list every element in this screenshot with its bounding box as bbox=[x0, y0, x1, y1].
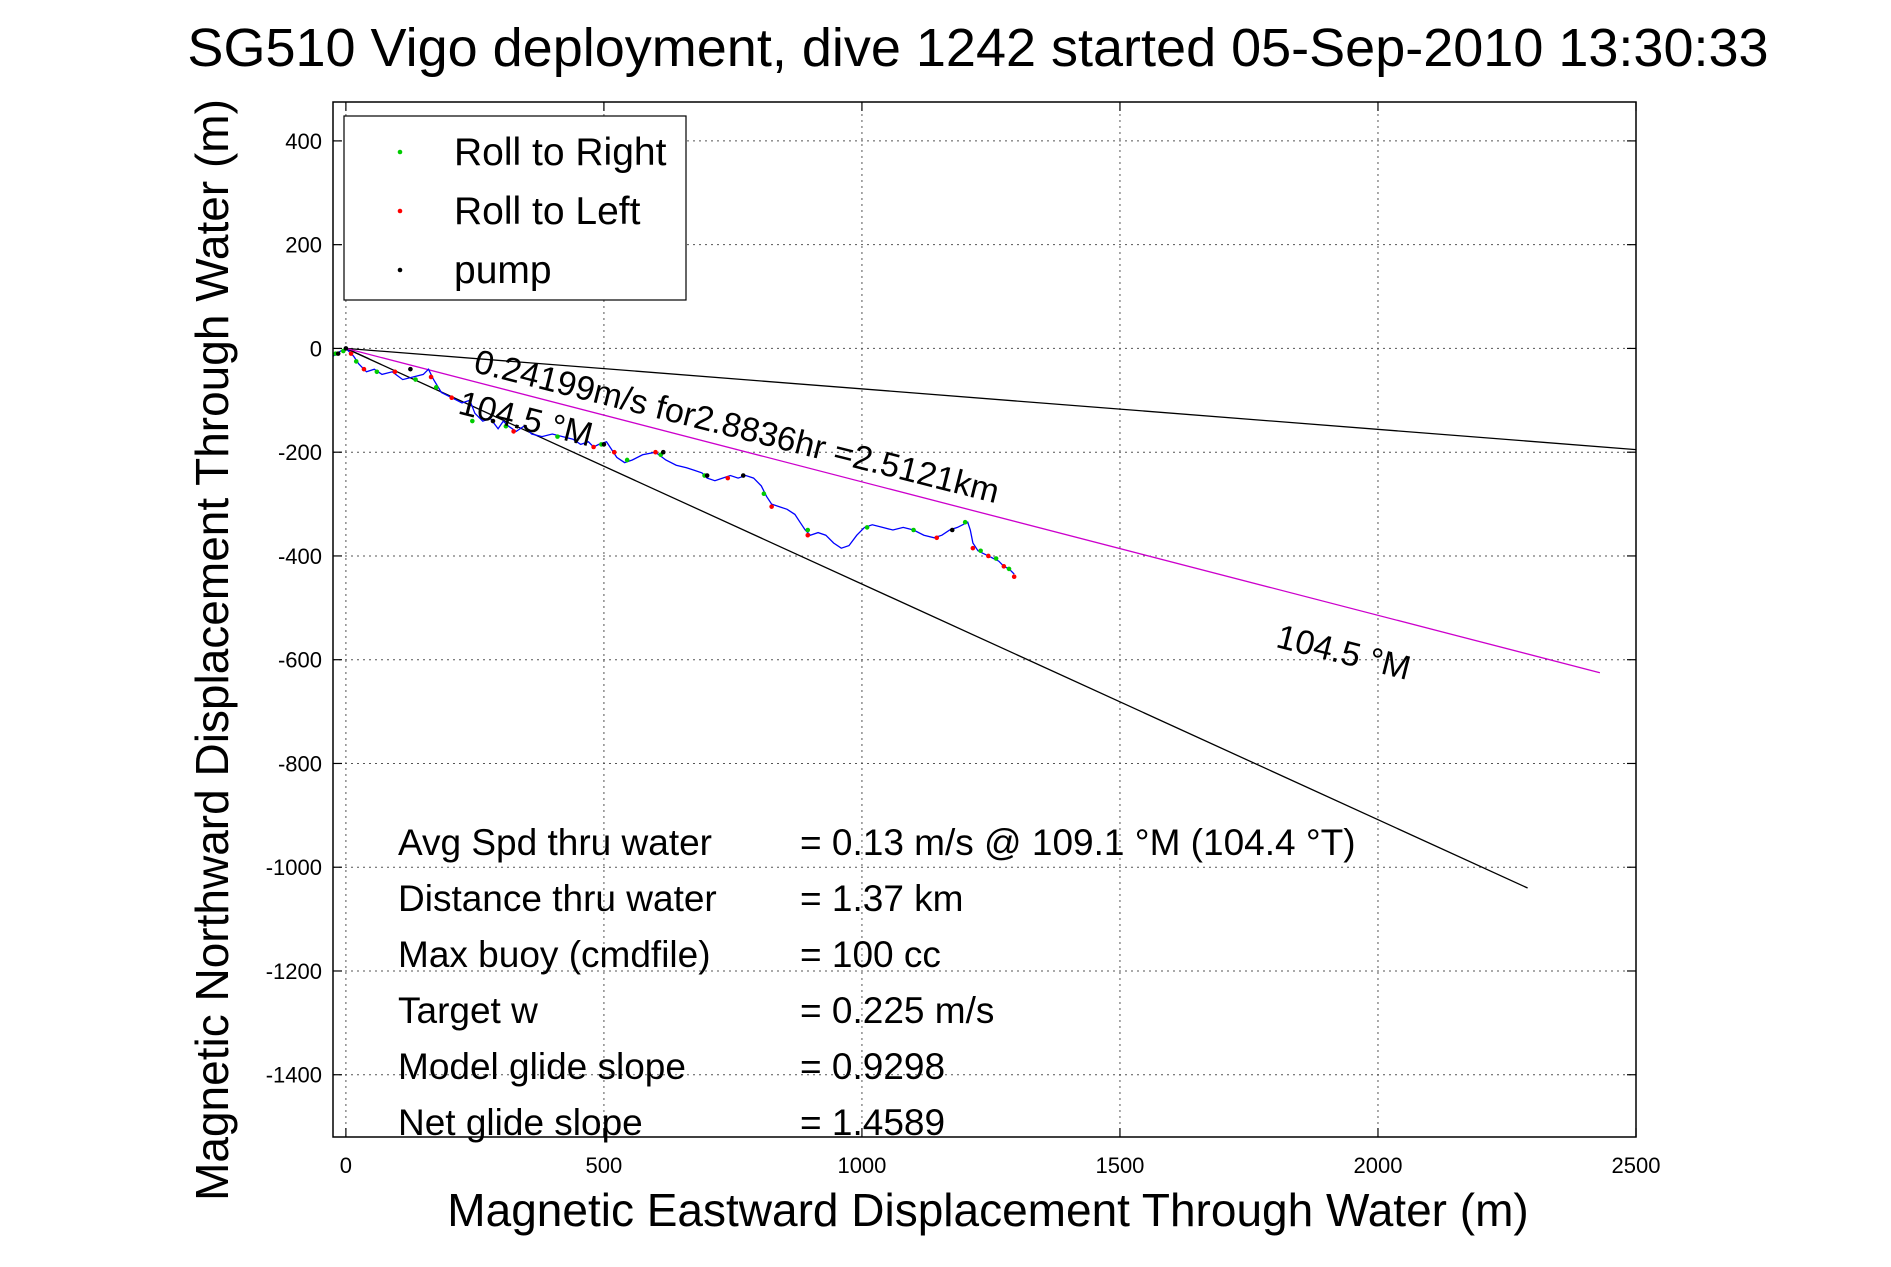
stat-label: Distance thru water bbox=[398, 878, 717, 919]
legend: Roll to Right Roll to Left pump bbox=[343, 115, 687, 301]
legend-marker bbox=[397, 208, 403, 214]
roll-right-point bbox=[470, 418, 475, 424]
reference-line bbox=[345, 347, 1637, 451]
stat-label: Target w bbox=[398, 990, 538, 1031]
x-tick-label: 1000 bbox=[837, 1153, 886, 1178]
roll-right-point bbox=[993, 556, 999, 561]
stat-value: = 0.13 m/s @ 109.1 °M (104.4 °T) bbox=[800, 822, 1356, 863]
roll-right-point bbox=[433, 385, 439, 390]
stat-label: Model glide slope bbox=[398, 1046, 686, 1087]
roll-left-point bbox=[392, 369, 398, 375]
pump-point bbox=[490, 418, 496, 424]
reference-lines bbox=[345, 347, 1637, 889]
roll-right-point bbox=[864, 525, 870, 530]
stat-label: Avg Spd thru water bbox=[398, 822, 712, 863]
stat-value: = 100 cc bbox=[800, 934, 941, 975]
roll-left-point bbox=[511, 429, 516, 434]
roll-right-point bbox=[624, 457, 630, 463]
roll-left-point bbox=[970, 545, 976, 551]
pump-point bbox=[740, 473, 746, 478]
roll-left-point bbox=[611, 449, 617, 455]
pump-point bbox=[949, 527, 955, 533]
roll-left-point bbox=[725, 475, 731, 481]
roll-right-point bbox=[978, 548, 983, 554]
x-tick-label: 0 bbox=[340, 1153, 352, 1178]
stat-label: Max buoy (cmdfile) bbox=[398, 934, 711, 975]
x-axis-title: Magnetic Eastward Displacement Through W… bbox=[447, 1184, 1528, 1236]
pump-point bbox=[408, 366, 413, 372]
x-tick-label: 1500 bbox=[1095, 1153, 1144, 1178]
stat-value: = 1.37 km bbox=[800, 878, 964, 919]
roll-left-point bbox=[591, 444, 596, 450]
roll-right-point bbox=[374, 369, 380, 375]
roll-left-point bbox=[986, 553, 991, 559]
reference-line bbox=[345, 347, 370, 360]
y-tick-label: -1200 bbox=[266, 959, 322, 984]
axis-ticks: 0 500 1000 1500 2000 25004002000-200-400-600-… bbox=[266, 102, 1661, 1178]
y-tick-label: -1000 bbox=[266, 855, 322, 880]
roll-right-point bbox=[1006, 566, 1012, 572]
pump-point bbox=[660, 449, 666, 455]
legend-label: Roll to Left bbox=[454, 190, 641, 233]
roll-left-point bbox=[449, 395, 454, 401]
pump-point bbox=[601, 442, 607, 447]
y-tick-label: 0 bbox=[310, 336, 322, 361]
stat-value: = 0.225 m/s bbox=[800, 990, 994, 1031]
stat-label: Net glide slope bbox=[398, 1102, 643, 1143]
track-line bbox=[332, 347, 1015, 575]
stat-value: = 1.4589 bbox=[800, 1102, 945, 1143]
y-tick-label: -200 bbox=[278, 440, 322, 465]
y-tick-label: 200 bbox=[285, 233, 322, 258]
y-tick-label: 400 bbox=[285, 129, 322, 154]
glider-track bbox=[332, 347, 1015, 575]
y-tick-label: -400 bbox=[278, 544, 322, 569]
y-tick-label: -1400 bbox=[266, 1063, 322, 1088]
roll-left-point bbox=[428, 374, 434, 380]
roll-left-point bbox=[653, 449, 658, 455]
y-tick-label: -600 bbox=[278, 648, 322, 673]
roll-left-point bbox=[769, 504, 774, 509]
roll-right-point bbox=[555, 434, 560, 439]
roll-right-point bbox=[761, 491, 767, 496]
pump-point bbox=[335, 351, 341, 356]
roll-right-point bbox=[353, 359, 359, 364]
legend-label: pump bbox=[454, 249, 552, 292]
roll-right-point bbox=[962, 519, 968, 525]
roll-right-point bbox=[805, 527, 811, 533]
x-tick-label: 2000 bbox=[1354, 1153, 1403, 1178]
roll-left-point bbox=[1001, 564, 1007, 569]
roll-right-point bbox=[413, 377, 418, 382]
roll-left-point bbox=[348, 351, 354, 356]
y-tick-label: -800 bbox=[278, 751, 322, 776]
roll-pump-markers bbox=[333, 346, 1017, 579]
stat-value: = 0.9298 bbox=[800, 1046, 945, 1087]
legend-label: Roll to Right bbox=[454, 131, 667, 174]
reference-line bbox=[345, 347, 1601, 674]
y-axis-title: Magnetic Northward Displacement Through … bbox=[186, 99, 238, 1201]
pump-point bbox=[343, 346, 349, 351]
x-tick-label: 500 bbox=[586, 1153, 623, 1178]
roll-left-point bbox=[805, 532, 811, 538]
roll-left-point bbox=[361, 366, 367, 372]
legend-marker bbox=[397, 149, 403, 155]
dive-statistics: Avg Spd thru water = 0.13 m/s @ 109.1 °M … bbox=[398, 822, 1356, 1143]
roll-right-point bbox=[503, 423, 509, 429]
legend-marker bbox=[397, 267, 403, 273]
roll-right-point bbox=[911, 527, 916, 533]
plot-frame bbox=[332, 101, 1637, 1138]
x-tick-label: 2500 bbox=[1612, 1153, 1661, 1178]
roll-left-point bbox=[934, 535, 940, 541]
pump-point bbox=[704, 473, 710, 478]
chart-title: SG510 Vigo deployment, dive 1242 started… bbox=[187, 18, 1768, 78]
roll-left-point bbox=[1011, 574, 1017, 579]
reference-line bbox=[345, 347, 1528, 889]
